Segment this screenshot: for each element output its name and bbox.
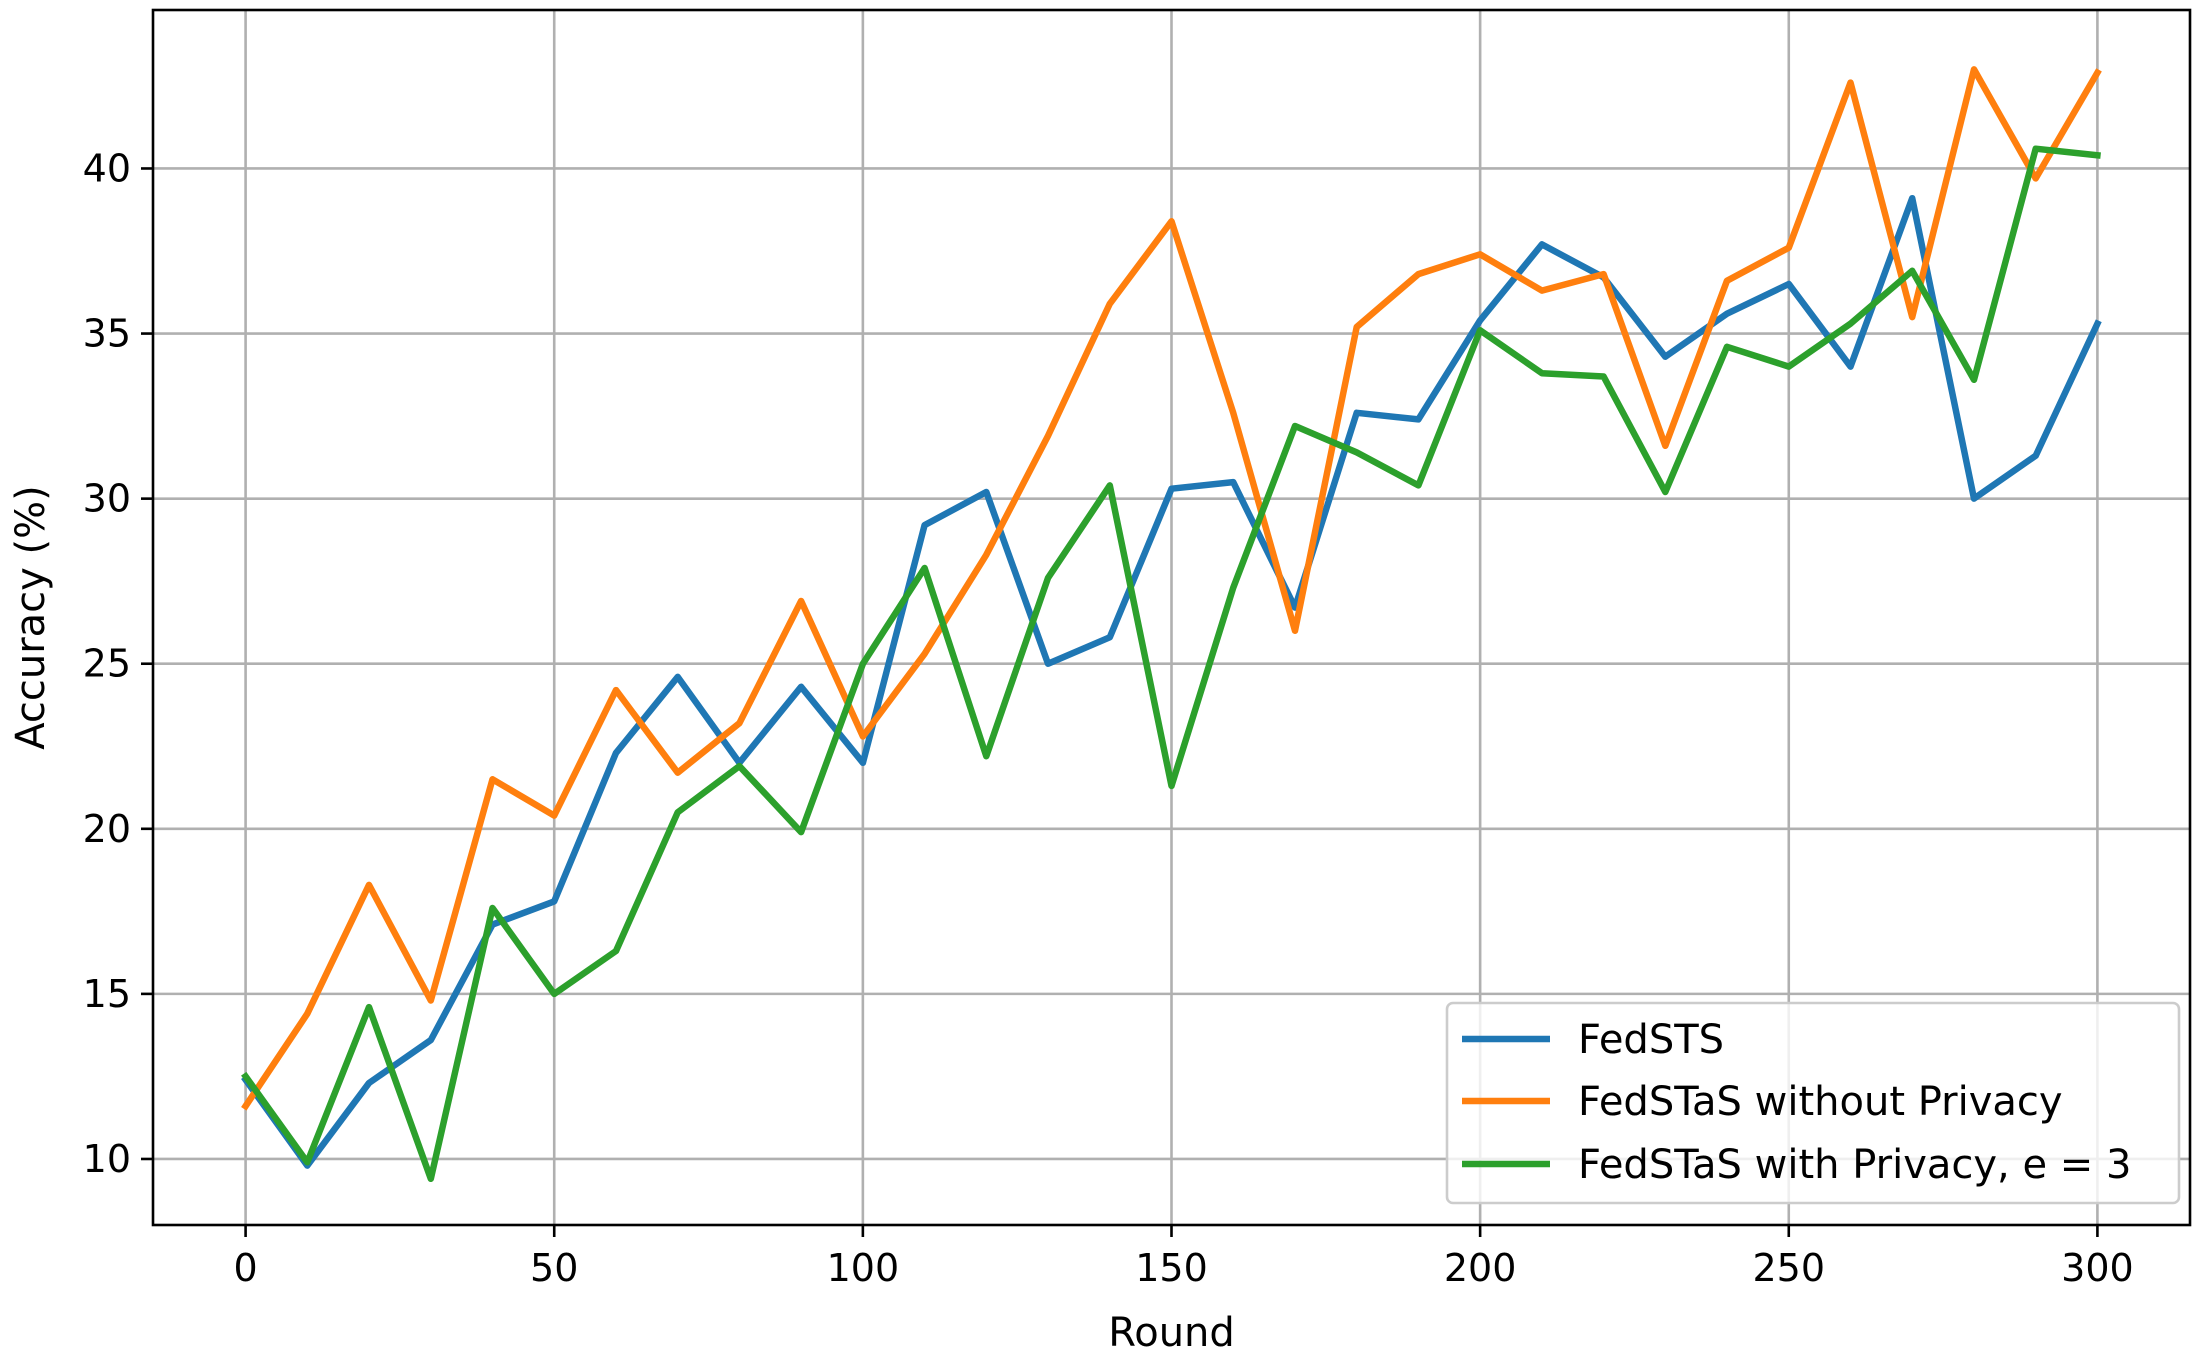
legend-label-3: FedSTaS with Privacy, e = 3: [1578, 1142, 2131, 1188]
y-axis-label: Accuracy (%): [8, 485, 54, 750]
legend-label-1: FedSTS: [1578, 1017, 1724, 1063]
legend-box: [1445, 1001, 2181, 1205]
legend: FedSTS FedSTaS without Privacy FedSTaS wit…: [1445, 1001, 2181, 1205]
x-tick-label: 50: [530, 1246, 578, 1290]
y-tick-label: 30: [83, 477, 131, 521]
x-tick-label: 100: [827, 1246, 900, 1290]
y-tick-label: 15: [83, 972, 131, 1016]
x-tick-label: 200: [1444, 1246, 1517, 1290]
x-tick-label: 300: [2061, 1246, 2134, 1290]
series-line-1: [241, 194, 2102, 1169]
grid: [153, 10, 2190, 1225]
legend-label-2: FedSTaS without Privacy: [1578, 1079, 2063, 1125]
series-line-3: [241, 145, 2101, 1183]
y-tick-label: 35: [83, 312, 131, 356]
data-series: [241, 66, 2102, 1183]
y-tick-label: 20: [83, 807, 131, 851]
x-tick-label: 0: [233, 1246, 257, 1290]
y-tick-label: 25: [83, 642, 131, 686]
axis-ticks: 0 50 100 150 200 250 300 10 15 20 25 30 35 40: [83, 146, 2134, 1290]
x-axis-label: Round: [1108, 1310, 1235, 1356]
y-tick-label: 40: [83, 146, 131, 190]
y-tick-label: 10: [83, 1137, 131, 1181]
x-tick-label: 150: [1135, 1246, 1208, 1290]
series-line-2: [241, 66, 2102, 1111]
x-tick-label: 250: [1753, 1246, 1826, 1290]
